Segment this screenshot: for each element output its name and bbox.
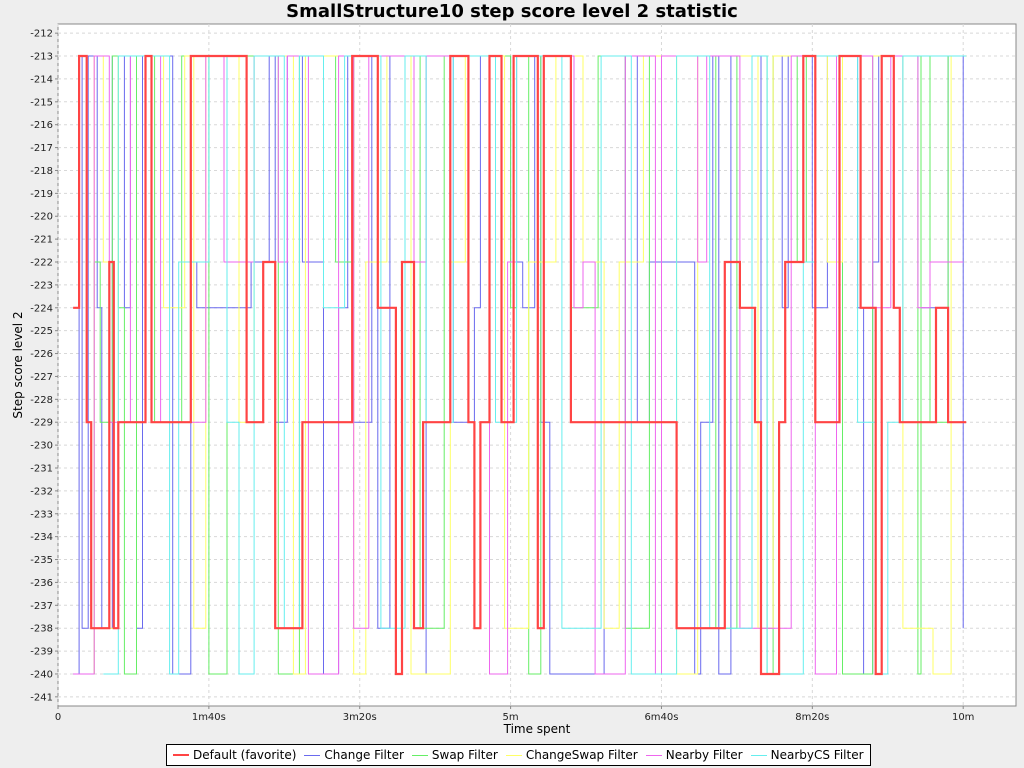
y-tick-label: -220 [30, 212, 53, 223]
y-tick-label: -238 [30, 624, 53, 635]
x-tick-label: 3m20s [343, 712, 377, 723]
y-tick-label: -229 [30, 418, 53, 429]
legend-swatch [411, 754, 428, 756]
legend-item: Nearby Filter [645, 748, 743, 762]
y-tick-label: -233 [30, 509, 53, 520]
y-tick-label: -215 [30, 97, 53, 108]
axes: -212 -213 -214 -215 -216 -217 -218 -219 -220 -221… [30, 29, 974, 723]
y-tick-label: -236 [30, 578, 53, 589]
y-tick-label: -216 [30, 120, 53, 131]
y-tick-label: -231 [30, 463, 53, 474]
series-lines [73, 54, 967, 676]
legend-label: Default (favorite) [193, 748, 297, 762]
legend: Default (favorite) Change Filter Swap Filt… [166, 744, 871, 766]
y-tick-label: -235 [30, 555, 53, 566]
y-tick-label: -214 [30, 74, 53, 85]
series-line-nearbycs-filter [103, 55, 967, 675]
legend-item: Default (favorite) [173, 748, 296, 762]
legend-item: ChangeSwap Filter [505, 748, 638, 762]
series-line-changeswap-filter [79, 55, 967, 675]
y-tick-label: -230 [30, 441, 53, 452]
legend-label: Change Filter [324, 748, 404, 762]
x-tick-label: 6m40s [644, 712, 678, 723]
legend-swatch [645, 754, 662, 756]
legend-label: Swap Filter [431, 748, 498, 762]
y-tick-label: -217 [30, 143, 53, 154]
y-tick-label: -226 [30, 349, 53, 360]
x-tick-label: 1m40s [192, 712, 226, 723]
legend-item: NearbyCS Filter [750, 748, 864, 762]
chart-title: SmallStructure10 step score level 2 stat… [286, 1, 738, 22]
y-tick-label: -228 [30, 395, 53, 406]
legend-swatch [173, 754, 189, 756]
legend-swatch [304, 754, 321, 756]
legend-item: Swap Filter [411, 748, 498, 762]
legend-label: Nearby Filter [665, 748, 743, 762]
legend-label: NearbyCS Filter [770, 748, 864, 762]
y-tick-label: -240 [30, 669, 53, 680]
y-tick-label: -237 [30, 601, 53, 612]
y-tick-label: -232 [30, 486, 53, 497]
legend-swatch [750, 754, 767, 756]
y-tick-label: -225 [30, 326, 53, 337]
x-tick-label: 5m [503, 712, 519, 723]
y-tick-label: -219 [30, 189, 53, 200]
series-line-default-favorite [73, 54, 967, 676]
y-tick-label: -241 [30, 692, 53, 703]
x-tick-label: 8m20s [795, 712, 829, 723]
y-tick-label: -234 [30, 532, 53, 543]
y-tick-label: -239 [30, 647, 53, 658]
x-axis-label: Time spent [503, 722, 571, 736]
x-tick-label: 10m [952, 712, 974, 723]
y-tick-label: -227 [30, 372, 53, 383]
y-tick-label: -212 [30, 29, 53, 40]
y-tick-label: -223 [30, 280, 53, 291]
y-tick-label: -222 [30, 258, 53, 269]
y-tick-label: -221 [30, 235, 53, 246]
y-axis-label: Step score level 2 [11, 311, 25, 418]
x-tick-label: 0 [55, 712, 61, 723]
legend-item: Change Filter [304, 748, 404, 762]
y-tick-label: -218 [30, 166, 53, 177]
y-tick-label: -224 [30, 303, 53, 314]
grid-lines [57, 24, 1016, 706]
y-tick-label: -213 [30, 52, 53, 63]
legend-swatch [505, 754, 522, 756]
legend-label: ChangeSwap Filter [525, 748, 638, 762]
